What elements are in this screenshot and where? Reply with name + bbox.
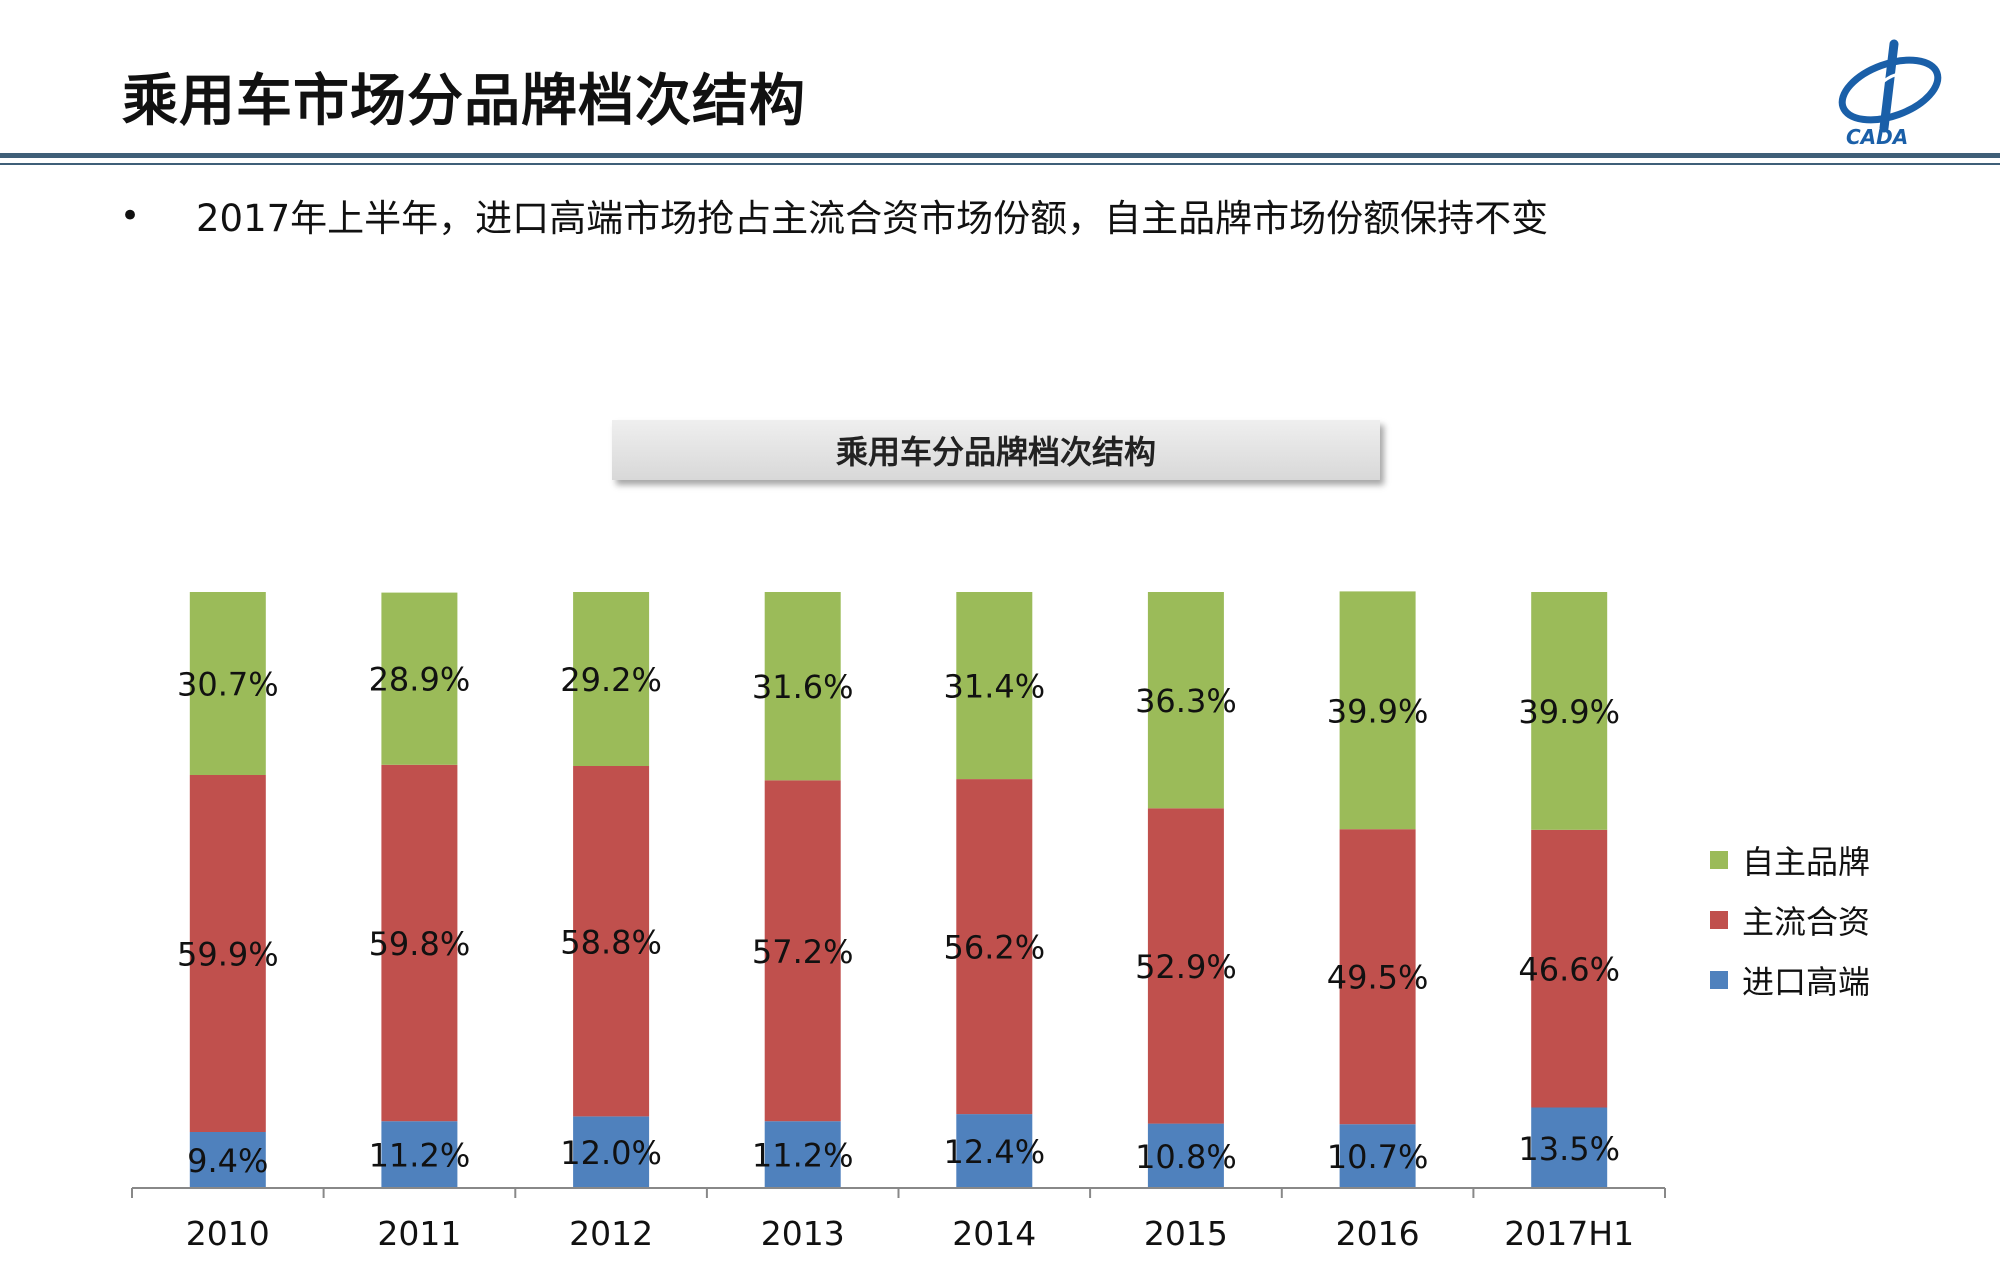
data-label-2016-0: 10.7%: [1327, 1138, 1429, 1176]
header-rule-thick: [0, 153, 2000, 158]
data-label-2017H1-1: 46.6%: [1518, 951, 1620, 989]
data-label-2010-2: 30.7%: [177, 666, 279, 704]
bar-segment-2011-2: [381, 592, 458, 765]
cada-logo-icon: CADA: [1838, 39, 1942, 148]
bar-segment-2012-0: [573, 1116, 650, 1188]
header-rule-thin: [0, 163, 2000, 165]
data-label-2011-2: 28.9%: [369, 661, 471, 699]
legend-item-import: 进口高端: [1710, 950, 1870, 1010]
chart-legend: 自主品牌 主流合资 进口高端: [1710, 830, 1870, 1010]
data-label-2013-1: 57.2%: [752, 933, 854, 971]
data-label-2010-0: 9.4%: [187, 1142, 268, 1180]
data-label-2011-0: 11.2%: [369, 1137, 471, 1175]
data-label-2015-0: 10.8%: [1135, 1138, 1237, 1176]
legend-swatch-import: [1710, 971, 1728, 989]
x-tick-label-2016: 2016: [1336, 1214, 1420, 1253]
bullet-point-icon: •: [120, 196, 141, 236]
legend-label-import: 进口高端: [1742, 963, 1871, 1001]
chart-title: 乘用车分品牌档次结构: [835, 433, 1156, 471]
bar-segment-2017H1-1: [1531, 829, 1608, 1108]
data-label-2017H1-2: 39.9%: [1518, 693, 1620, 731]
slide-title: 乘用车市场分品牌档次结构: [122, 69, 806, 134]
data-label-2013-0: 11.2%: [752, 1137, 854, 1175]
data-label-2013-2: 31.6%: [752, 668, 854, 706]
data-label-2012-0: 12.0%: [560, 1134, 662, 1172]
bar-segment-2017H1-0: [1531, 1107, 1608, 1188]
bar-segment-2012-1: [573, 766, 650, 1117]
bar-segment-2015-0: [1147, 1123, 1224, 1188]
bar-segment-2010-1: [189, 775, 266, 1132]
data-label-2014-0: 12.4%: [943, 1133, 1045, 1171]
bar-segment-2016-1: [1339, 829, 1416, 1125]
bar-segment-2012-2: [573, 592, 650, 766]
data-label-2016-2: 39.9%: [1327, 692, 1429, 730]
x-tick-label-2017H1: 2017H1: [1504, 1214, 1634, 1253]
bar-segment-2016-2: [1339, 591, 1416, 830]
bar-segment-2010-2: [189, 592, 266, 775]
bar-segment-2013-0: [764, 1121, 841, 1188]
x-tick-label-2015: 2015: [1144, 1214, 1228, 1253]
legend-item-domestic: 自主品牌: [1710, 830, 1870, 890]
bullet-text: 2017年上半年，进口高端市场抢占主流合资市场份额，自主品牌市场份额保持不变: [196, 197, 1549, 240]
bar-segment-2013-1: [764, 780, 841, 1122]
bar-segment-2014-2: [956, 592, 1033, 780]
data-label-2015-2: 36.3%: [1135, 682, 1237, 720]
svg-text:CADA: CADA: [1846, 125, 1908, 148]
legend-swatch-domestic: [1710, 851, 1728, 869]
bar-segment-2010-0: [189, 1132, 266, 1188]
x-tick-label-2012: 2012: [569, 1214, 653, 1253]
data-label-2012-1: 58.8%: [560, 923, 662, 961]
bar-segment-2015-2: [1147, 592, 1224, 809]
data-label-2014-2: 31.4%: [943, 668, 1045, 706]
legend-swatch-jv: [1710, 911, 1728, 929]
x-tick-label-2010: 2010: [186, 1214, 270, 1253]
data-label-2015-1: 52.9%: [1135, 948, 1237, 986]
bar-segment-2015-1: [1147, 808, 1224, 1124]
bar-segment-2013-2: [764, 592, 841, 781]
legend-item-jv: 主流合资: [1710, 890, 1870, 950]
legend-label-jv: 主流合资: [1742, 903, 1871, 941]
x-tick-label-2014: 2014: [952, 1214, 1036, 1253]
bar-segment-2011-0: [381, 1121, 458, 1188]
bar-segment-2017H1-2: [1531, 592, 1608, 830]
data-label-2011-1: 59.8%: [369, 925, 471, 963]
x-tick-label-2011: 2011: [377, 1214, 461, 1253]
x-tick-label-2013: 2013: [761, 1214, 845, 1253]
data-label-2014-1: 56.2%: [943, 929, 1045, 967]
bar-segment-2014-1: [956, 779, 1033, 1115]
data-label-2017H1-0: 13.5%: [1518, 1130, 1620, 1168]
bar-segment-2011-1: [381, 764, 458, 1122]
bar-segment-2014-0: [956, 1114, 1033, 1188]
data-label-2012-2: 29.2%: [560, 661, 662, 699]
chart-title-box: 乘用车分品牌档次结构: [612, 420, 1380, 480]
data-label-2010-1: 59.9%: [177, 936, 279, 974]
legend-label-domestic: 自主品牌: [1742, 843, 1871, 881]
bar-segment-2016-0: [1339, 1124, 1416, 1188]
data-label-2016-1: 49.5%: [1327, 959, 1429, 997]
